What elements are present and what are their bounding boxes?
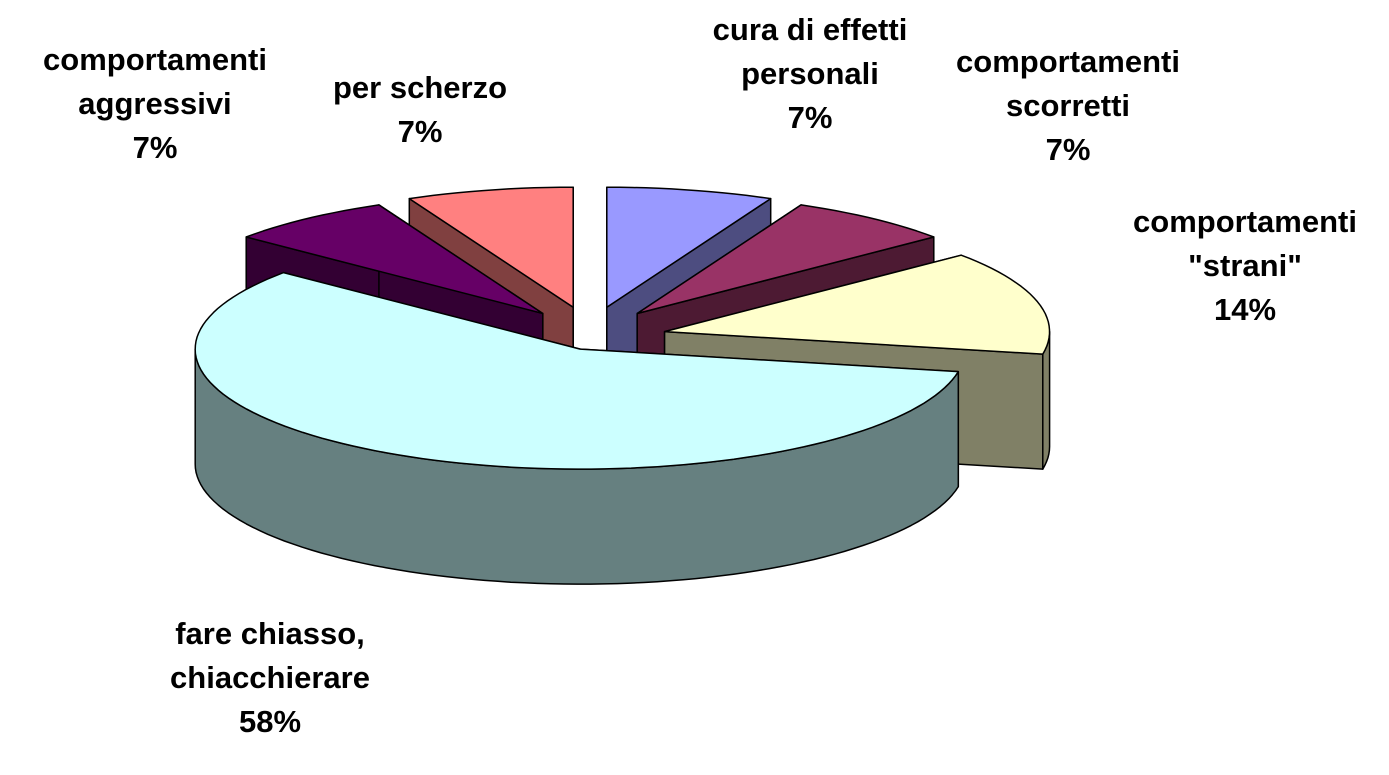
category-label: per scherzo [332, 70, 508, 105]
slice-top [245, 204, 544, 315]
slice-label: comportamenti "strani" 14% [1133, 200, 1357, 332]
slice-label: fare chiasso, chiacchierare 58% [170, 612, 370, 744]
slice-label: comportamenti aggressivi 7% [43, 38, 267, 170]
slice-top [663, 254, 1051, 355]
slice-top [636, 204, 935, 315]
category-label: comportamenti aggressivi [43, 42, 267, 121]
slice-top [408, 186, 574, 308]
slice-label: per scherzo 7% [333, 66, 507, 154]
slice-top [194, 271, 960, 470]
slice-label: comportamenti scorretti 7% [956, 40, 1180, 172]
category-label: fare chiasso, chiacchierare [170, 616, 370, 695]
slice-top [606, 186, 772, 308]
category-label: comportamenti scorretti [956, 44, 1180, 123]
category-label: comportamenti "strani" [1133, 204, 1357, 283]
value-label: 7% [1045, 132, 1091, 167]
value-label: 14% [1213, 292, 1277, 327]
value-label: 7% [397, 114, 443, 149]
slice [194, 271, 960, 585]
value-label: 7% [132, 130, 178, 165]
slice-label: cura di effetti personali 7% [713, 8, 908, 140]
value-label: 7% [787, 100, 833, 135]
value-label: 58% [238, 704, 302, 739]
category-label: cura di effetti personali [712, 12, 908, 91]
